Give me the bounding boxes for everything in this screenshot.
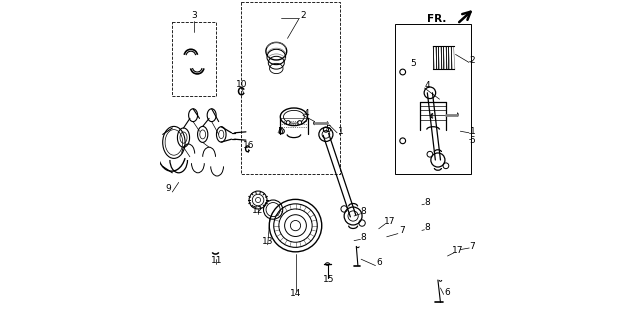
Text: 8: 8 — [425, 198, 431, 207]
Text: 17: 17 — [452, 246, 463, 255]
Text: 2: 2 — [470, 56, 475, 65]
Text: 7: 7 — [470, 242, 475, 251]
Text: 4: 4 — [425, 81, 431, 90]
Text: 6: 6 — [377, 258, 383, 267]
Text: 15: 15 — [323, 276, 334, 284]
Text: 8: 8 — [361, 233, 367, 242]
Text: 8: 8 — [361, 207, 367, 216]
Text: 9: 9 — [166, 184, 171, 193]
Text: 2: 2 — [300, 11, 305, 20]
Text: 8: 8 — [425, 223, 431, 232]
Text: 16: 16 — [243, 141, 254, 150]
Text: 17: 17 — [383, 217, 395, 226]
Text: 6: 6 — [444, 288, 450, 297]
Text: 1: 1 — [338, 127, 344, 136]
Text: 12: 12 — [252, 206, 264, 215]
Text: 5: 5 — [470, 136, 475, 145]
Circle shape — [298, 121, 302, 124]
Text: 5: 5 — [410, 59, 416, 68]
Text: 13: 13 — [262, 237, 273, 246]
Text: 7: 7 — [399, 226, 405, 235]
Text: 3: 3 — [191, 11, 197, 20]
Text: 14: 14 — [290, 289, 301, 298]
Text: 5: 5 — [326, 125, 332, 134]
Text: 1: 1 — [470, 127, 475, 136]
Text: FR.: FR. — [426, 13, 446, 24]
Text: 5: 5 — [277, 127, 283, 136]
Text: 4: 4 — [304, 109, 309, 118]
Text: 11: 11 — [211, 256, 222, 265]
Circle shape — [286, 121, 290, 124]
Text: 10: 10 — [236, 80, 248, 89]
